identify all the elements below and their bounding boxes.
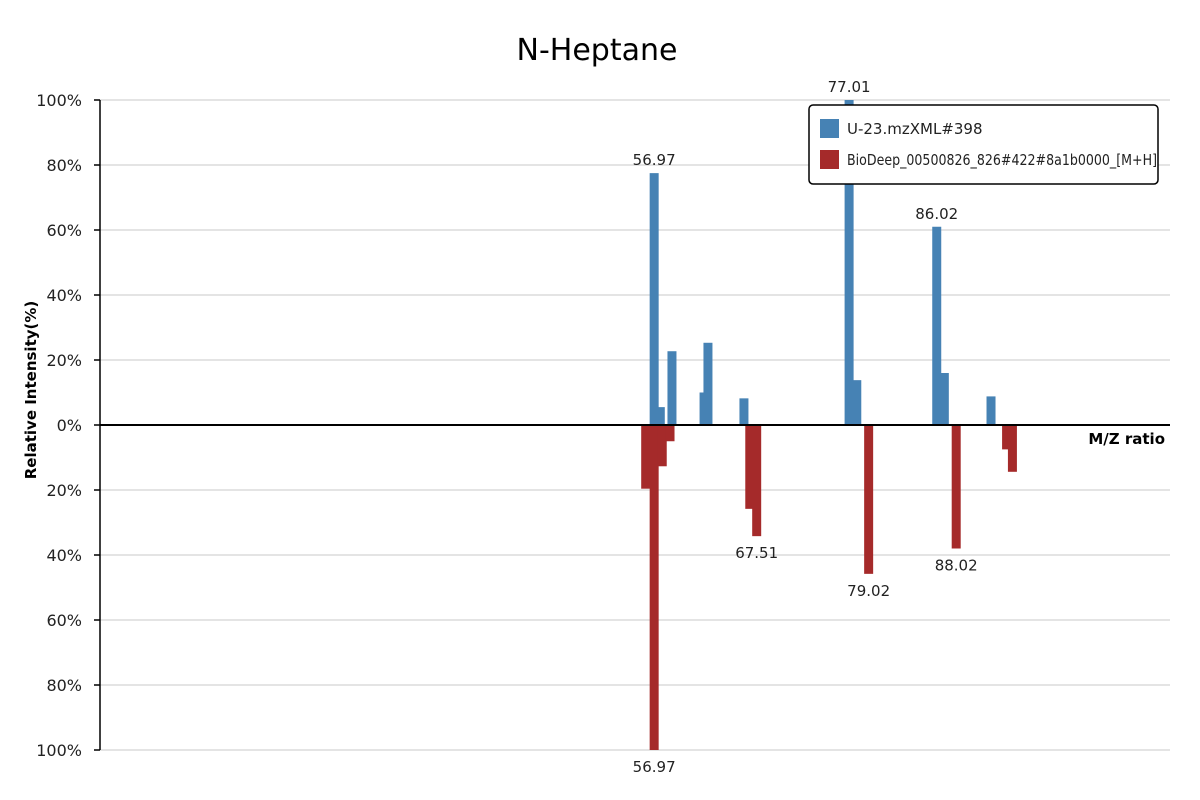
query-peak-bar (986, 396, 996, 425)
query-peak-bar (939, 373, 949, 425)
y-tick-label: 100% (36, 91, 82, 110)
y-tick-label: 100% (36, 741, 82, 760)
query-peak-bar (932, 226, 942, 425)
legend-box (808, 104, 1159, 185)
peak-label: 77.01 (828, 78, 871, 96)
legend-swatch-reference (820, 150, 839, 169)
reference-peak-bar (665, 425, 675, 442)
peak-labels: 56.97 77.01 86.02 56.97 67.51 79.02 88.02 (633, 78, 978, 776)
reference-peak-bar (745, 425, 755, 509)
query-peak-bar (844, 100, 854, 425)
y-axis-label: Relative Intensity(%) (22, 301, 40, 480)
query-peak-bar (852, 380, 862, 425)
y-tick-label: 20% (46, 351, 82, 370)
reference-peak-bar (752, 425, 762, 537)
query-peak-bar (649, 173, 659, 425)
peak-label: 88.02 (935, 557, 978, 575)
query-peak-bar (655, 407, 665, 425)
peak-label: 86.02 (915, 205, 958, 223)
y-tick-label: 60% (46, 221, 82, 240)
reference-peak-bar (649, 425, 659, 750)
reference-peak-bar (641, 425, 651, 489)
reference-peak-bar (864, 425, 874, 574)
y-tick-label: 60% (46, 611, 82, 630)
peak-label: 56.97 (633, 758, 676, 776)
y-tick-label: 40% (46, 546, 82, 565)
reference-peak-bar (1007, 425, 1017, 472)
peak-label: 67.51 (735, 544, 778, 562)
y-tick-label: 40% (46, 286, 82, 305)
query-peak-bar (703, 342, 713, 425)
peak-label: 56.97 (633, 151, 676, 169)
spectrum-bars (641, 100, 1017, 750)
grid-lines (100, 99, 1170, 751)
legend: U-23.mzXML#398 BioDeep_00500826_826#422#… (808, 104, 1159, 185)
y-tick-label: 20% (46, 481, 82, 500)
query-peak-bar (667, 351, 677, 425)
y-tick-label: 80% (46, 676, 82, 695)
x-axis-label: M/Z ratio (1088, 430, 1165, 448)
query-peak-bar (739, 398, 749, 425)
chart-title: N-Heptane (517, 33, 678, 68)
legend-label-reference: BioDeep_00500826_826#422#8a1b0000_[M+H] (847, 151, 1157, 170)
y-axis-ticks: 100% 80% 60% 40% 20% 0% 20% 40% 60% 80% 100% (36, 91, 100, 760)
reference-peak-bar (951, 425, 961, 549)
legend-swatch-query (820, 119, 839, 138)
y-tick-label: 80% (46, 156, 82, 175)
peak-label: 79.02 (847, 582, 890, 600)
reference-peak-bar (1002, 425, 1012, 450)
y-tick-label: 0% (57, 416, 82, 435)
legend-label-query: U-23.mzXML#398 (847, 120, 983, 138)
reference-peak-bar (657, 425, 667, 467)
